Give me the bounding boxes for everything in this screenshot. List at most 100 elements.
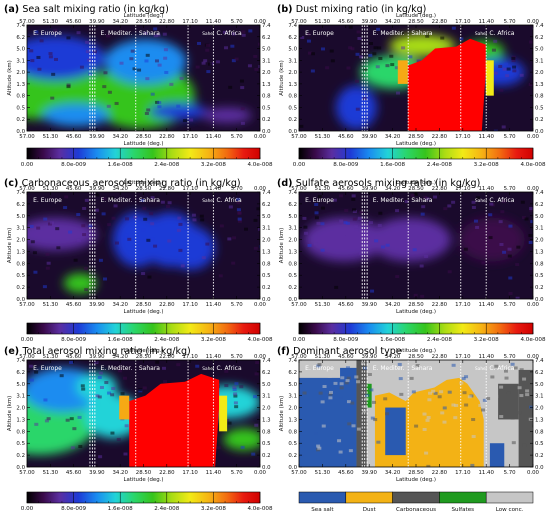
x-tick-label-bottom: 51.30 [43,302,59,308]
x-tick-label-top: 51.30 [315,19,331,25]
x-tick-label-top: 45.60 [338,354,354,360]
region-label-sahel: Sahel [475,198,487,204]
y-tick-label-right: 2.0 [535,406,544,412]
x-axis-label-top: Latitude (deg.) [124,348,164,354]
colorbar-tick-label: 2.4e-008 [154,162,179,168]
x-tick-label-top: 0.00 [254,354,267,360]
region-label-cafrica: C. Africa [489,197,514,204]
panel-letter: (a) [4,4,22,15]
y-tick-label-left: 7.4 [16,190,25,196]
region-label-emediter: E. Mediter. [373,30,405,37]
x-tick-label-top: 34.20 [112,354,128,360]
x-tick-label-top: 57.00 [291,19,307,25]
plot-area [27,25,260,131]
y-tick-label-right: 3.1 [262,226,271,232]
y-tick-label-right: 0.0 [262,465,271,471]
x-tick-label-bottom: 45.60 [66,470,82,476]
area-carbonaceous [498,383,519,420]
panel-letter: (b) [277,4,296,15]
x-axis-label-bottom: Latitude (deg.) [396,141,436,147]
concentration-blob [165,226,216,271]
x-tick-label-bottom: 0.00 [527,134,540,140]
y-tick-label-left: 6.2 [16,202,25,208]
y-tick-label-right: 7.4 [262,23,271,29]
colorbar-tick-label: 0.00 [293,162,306,168]
region-dividers [89,192,214,299]
x-axis-label-top: Latitude (deg.) [396,180,436,186]
y-tick-label-right: 0.8 [262,429,271,435]
plot-area [299,192,533,299]
x-tick-label-bottom: 34.20 [112,302,128,308]
region-label-eeurope: E. Europe [305,197,334,204]
x-tick-label-bottom: 39.90 [89,470,105,476]
x-tick-label-bottom: 17.10 [182,134,198,140]
y-tick-label-left: 1.3 [16,249,25,255]
concentration-blob [76,373,117,401]
x-tick-label-top: 28.50 [408,354,424,360]
x-tick-label-bottom: 51.30 [315,302,331,308]
x-tick-label-bottom: 5.70 [231,302,244,308]
y-tick-label-right: 0.0 [535,129,544,135]
colorbar: 0.00 8.0e-009 1.6e-008 2.4e-008 3.2e-008 4.0e… [21,147,273,168]
y-tick-label-right: 7.4 [535,23,544,29]
y-tick-label-left: 3.1 [16,58,25,64]
panel-title: (a) Sea salt mixing ratio (in kg/kg) [4,4,169,15]
colorbar-tick-label: 3.2e-008 [474,162,499,168]
y-tick-label-left: 2.0 [288,406,297,412]
x-tick-label-bottom: 5.70 [504,302,517,308]
y-tick-label-right: 5.0 [535,47,544,53]
y-tick-label-left: 0.5 [288,105,297,111]
x-tick-label-top: 45.60 [66,19,82,25]
x-tick-label-top: 57.00 [291,354,307,360]
concentration-field [27,212,216,294]
panel-title: (f) Dominant aerosol type [277,346,402,357]
x-tick-label-bottom: 34.20 [385,134,401,140]
legend-label-dust: Dust [363,507,377,513]
panel-title-text: Sulfate aerosols mixing ratio (in kg/kg) [296,178,481,189]
concentration-field [303,217,525,262]
saturated-dust-core [397,38,494,131]
x-tick-label-bottom: 39.90 [89,134,105,140]
y-tick-label-left: 0.0 [16,129,25,135]
region-dividers [361,360,487,467]
y-tick-label-left: 0.8 [16,261,25,267]
x-tick-label-bottom: 0.00 [254,134,267,140]
x-tick-label-bottom: 0.00 [527,470,540,476]
colorbar-tick-label: 3.2e-008 [201,506,226,512]
y-tick-label-left: 3.1 [288,58,297,64]
y-tick-label-right: 0.2 [262,453,271,459]
y-tick-label-right: 7.4 [535,358,544,364]
y-tick-label-right: 6.2 [535,35,544,41]
concentration-blob [43,104,109,127]
region-label-sahara: Sahara [411,30,432,37]
y-tick-label-left: 0.2 [288,453,297,459]
panel-letter: (c) [4,178,22,189]
x-tick-label-bottom: 45.60 [338,470,354,476]
x-tick-label-top: 34.20 [385,354,401,360]
colorbar-tick-label: 4.0e-008 [247,162,272,168]
x-tick-label-bottom: 57.00 [291,470,307,476]
concentration-blob [63,273,97,294]
x-tick-label-bottom: 51.30 [315,470,331,476]
y-tick-label-right: 2.0 [262,238,271,244]
x-tick-label-bottom: 34.20 [385,302,401,308]
x-tick-label-bottom: 28.50 [408,302,424,308]
y-tick-label-left: 1.3 [16,417,25,423]
colorbar-tick-label: 3.2e-008 [201,162,226,168]
x-tick-label-bottom: 22.80 [159,134,175,140]
colorbar-tick-label: 8.0e-009 [333,337,358,343]
plot-area [27,360,260,467]
x-tick-label-bottom: 51.30 [43,134,59,140]
x-tick-label-bottom: 39.90 [361,302,377,308]
y-tick-label-left: 7.4 [288,23,297,29]
colorbar-tick-label: 1.6e-008 [380,337,405,343]
region-label-cafrica: C. Africa [217,30,242,37]
x-tick-label-top: 45.60 [338,19,354,25]
area-sea-salt [385,407,406,456]
colorbar-tick-label: 0.00 [21,162,34,168]
area-carbonaceous [356,360,367,467]
y-tick-label-left: 3.1 [16,226,25,232]
concentration-blob [335,85,378,130]
y-tick-label-right: 1.3 [535,417,544,423]
x-tick-label-top: 11.40 [478,186,494,192]
